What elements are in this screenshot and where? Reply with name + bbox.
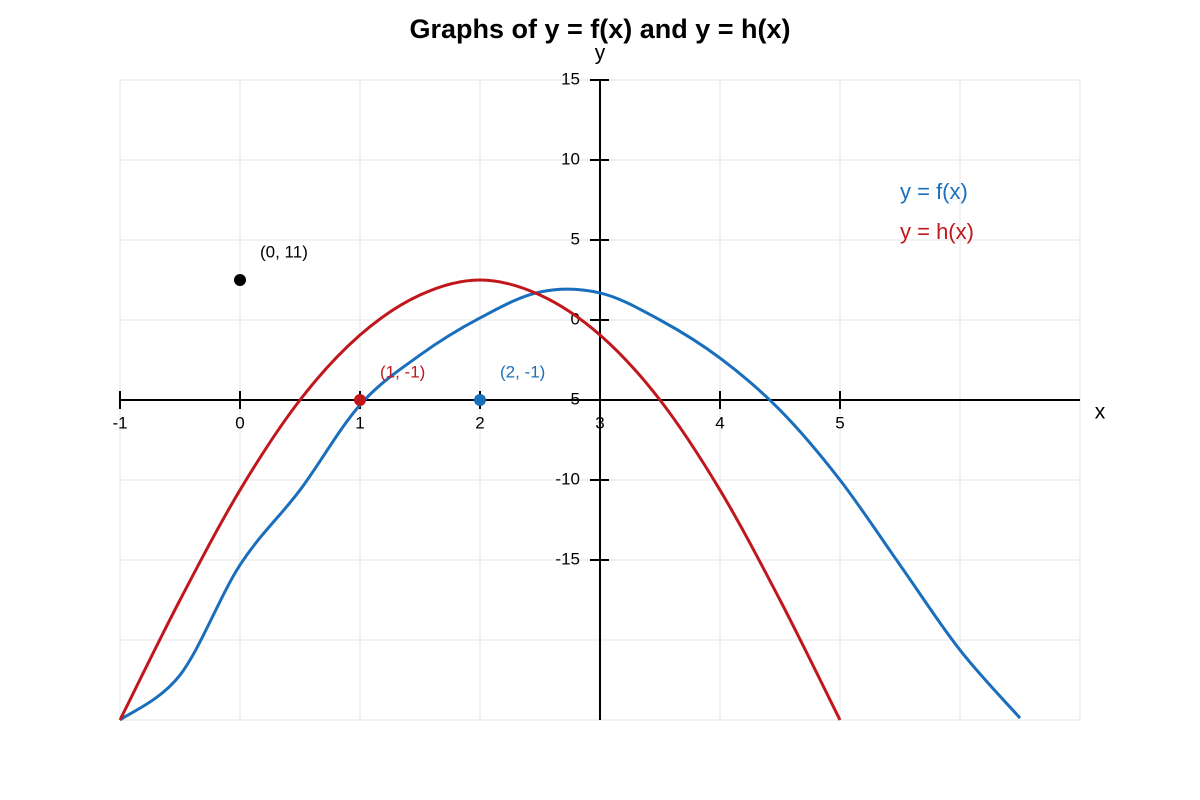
x-tick-label: 3 [595, 413, 604, 432]
x-tick-label: 1 [355, 413, 364, 432]
point-annotation: (0, 11) [260, 242, 308, 261]
y-axis-title: y [595, 42, 606, 65]
x-tick-label: 4 [715, 413, 724, 432]
line-series [119, 287, 1022, 722]
y-tick-label: -5 [565, 389, 580, 408]
y-tick-label: 15 [561, 69, 580, 88]
y-tick-label: 0 [571, 309, 580, 328]
point-annotation: (1, -1) [380, 362, 425, 381]
y-tick-label: 5 [571, 229, 580, 248]
y-tick-label: 10 [561, 149, 580, 168]
chart-title: Graphs of y = f(x) and y = h(x) [409, 14, 790, 44]
x-tick-label: 2 [475, 413, 484, 432]
point [354, 394, 366, 406]
x-tick-label: -1 [112, 413, 127, 432]
point [234, 274, 246, 286]
legend-label: y = f(x) [900, 179, 968, 204]
x-axis-title: x [1095, 401, 1106, 424]
legend-label: y = h(x) [900, 219, 974, 244]
y-tick-label: -15 [555, 549, 580, 568]
x-tick-label: 0 [235, 413, 244, 432]
x-tick-label: 5 [835, 413, 844, 432]
line-series [118, 278, 842, 721]
y-tick-label: -10 [555, 469, 580, 488]
point [474, 394, 486, 406]
point-annotation: (2, -1) [500, 362, 545, 381]
